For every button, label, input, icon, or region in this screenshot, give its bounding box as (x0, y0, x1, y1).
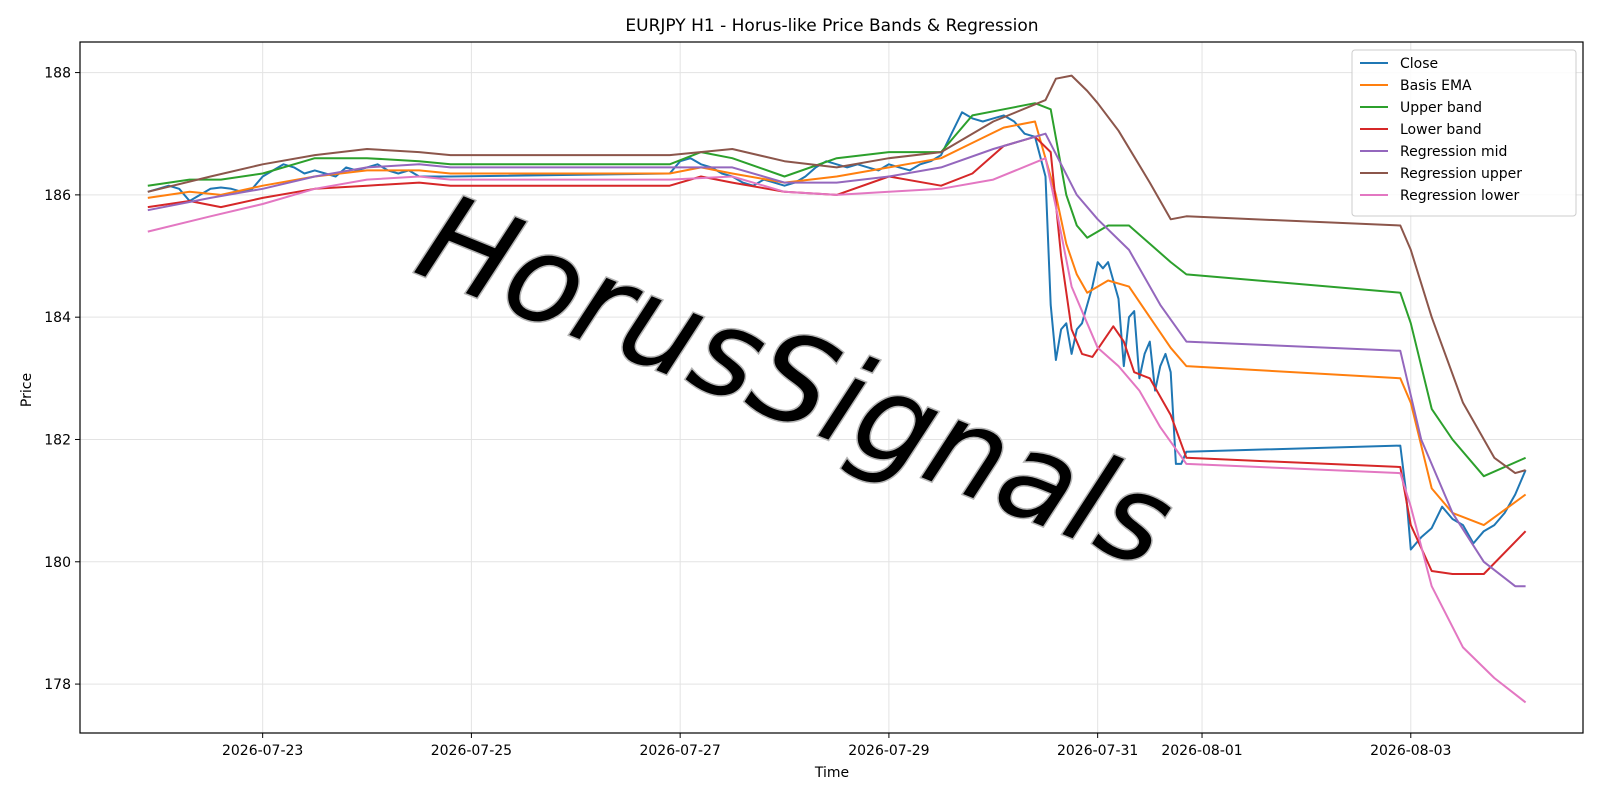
y-tick-label: 178 (44, 677, 71, 693)
series-line-basis-ema (147, 120, 1527, 527)
legend-label: Regression mid (1400, 144, 1507, 160)
y-tick-label: 180 (44, 555, 71, 571)
y-tick-label: 188 (44, 66, 71, 82)
x-axis-title: Time (814, 765, 849, 781)
x-tick-label: 2026-08-03 (1370, 743, 1451, 759)
x-tick-label: 2026-07-27 (639, 743, 720, 759)
legend-label: Upper band (1400, 100, 1482, 116)
legend-label: Close (1400, 56, 1438, 72)
x-tick-label: 2026-08-01 (1161, 743, 1242, 759)
x-tick-label: 2026-07-23 (222, 743, 303, 759)
gridlines (80, 42, 1583, 733)
series-line-regression-upper (147, 74, 1526, 475)
legend-label: Basis EMA (1400, 78, 1472, 94)
series-line-regression-mid (147, 132, 1526, 588)
legend: Close Basis EMA Upper band Lower band Regres… (1351, 49, 1577, 217)
series-line-regression-lower (147, 157, 1527, 704)
x-tick-label: 2026-07-29 (848, 743, 929, 759)
legend-label: Lower band (1400, 122, 1482, 138)
plot-frame (79, 41, 1584, 734)
series-line-lower-band (147, 135, 1527, 575)
y-tick-label: 186 (44, 188, 71, 204)
x-axis-ticks: 2026-07-23 2026-07-25 2026-07-27 2026-07-29… (222, 733, 1451, 759)
x-tick-label: 2026-07-25 (431, 743, 512, 759)
series-line-upper-band (147, 102, 1527, 478)
y-tick-label: 182 (44, 432, 71, 448)
legend-label: Regression lower (1400, 188, 1520, 204)
series-lines (147, 74, 1527, 704)
y-axis-ticks: 178 180 182 184 186 188 (44, 66, 80, 693)
y-axis-title: Price (19, 373, 35, 407)
x-tick-label: 2026-07-31 (1057, 743, 1138, 759)
chart-title: EURJPY H1 - Horus-like Price Bands & Reg… (625, 16, 1038, 36)
legend-box (1351, 49, 1577, 217)
y-tick-label: 184 (44, 310, 71, 326)
series-line-close (147, 111, 1527, 551)
legend-label: Regression upper (1400, 166, 1522, 182)
